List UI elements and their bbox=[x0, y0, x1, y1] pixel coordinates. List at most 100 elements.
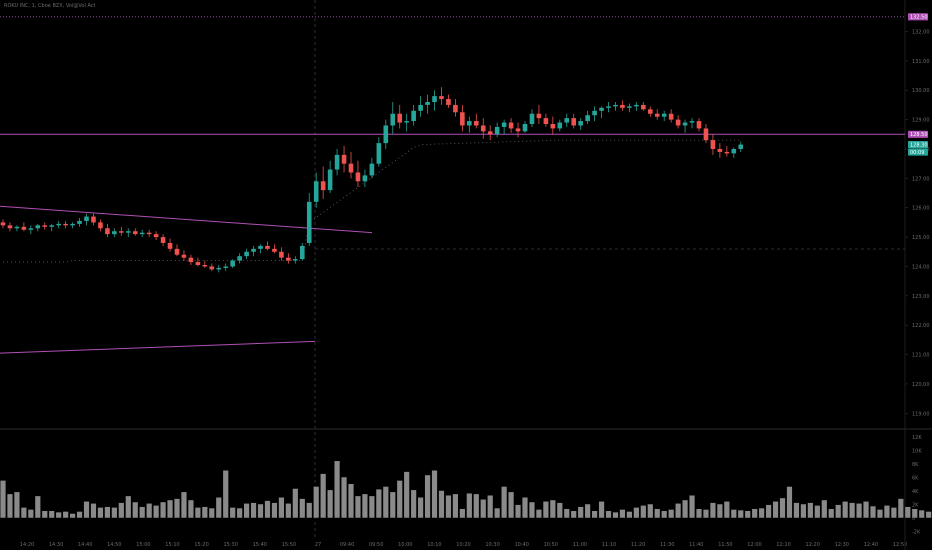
candle bbox=[654, 109, 660, 120]
volume-tick-label: 8K bbox=[912, 462, 919, 468]
volume-bar bbox=[271, 502, 278, 518]
volume-tick-label: -2K bbox=[912, 529, 921, 535]
candle bbox=[84, 213, 89, 226]
volume-bar bbox=[703, 509, 709, 518]
time-tick-label: 12:00 bbox=[747, 542, 761, 548]
volume-bar bbox=[56, 512, 62, 518]
candle bbox=[557, 119, 563, 132]
volume-bar bbox=[508, 492, 514, 518]
time-tick-label: 10:50 bbox=[544, 542, 558, 548]
volume-bar bbox=[557, 502, 563, 518]
candle-body bbox=[717, 148, 723, 152]
candle-body bbox=[174, 248, 180, 255]
chart-title: ROKU INC, 1, Cboe BZX, Vol@Vol Act bbox=[4, 3, 96, 9]
candle-body bbox=[696, 121, 702, 129]
candle bbox=[21, 222, 27, 232]
candle-body bbox=[397, 113, 403, 123]
trend-line-upper bbox=[0, 205, 373, 234]
candle-body bbox=[237, 256, 242, 261]
volume-bar bbox=[766, 504, 772, 518]
candle bbox=[641, 101, 646, 111]
volume-bar bbox=[501, 486, 507, 518]
time-tick-label: 12:20 bbox=[805, 542, 819, 548]
candle-body bbox=[376, 143, 382, 164]
candle bbox=[341, 146, 347, 173]
volume-bar bbox=[891, 507, 897, 518]
volume-bar bbox=[585, 504, 591, 518]
candle bbox=[299, 242, 305, 261]
candle-body bbox=[453, 104, 458, 113]
time-tick-label: 15:00 bbox=[136, 542, 150, 548]
price-tick-label: 125.00 bbox=[912, 235, 930, 241]
candle-body bbox=[369, 163, 375, 176]
volume-bar bbox=[884, 505, 890, 518]
candle bbox=[63, 220, 68, 229]
volume-bar bbox=[445, 495, 452, 518]
candle-body bbox=[362, 175, 368, 182]
price-badge-bg bbox=[908, 13, 928, 21]
volume-bar bbox=[313, 486, 319, 518]
volume-bar bbox=[856, 503, 862, 518]
candle-body bbox=[557, 122, 563, 129]
volume-bar bbox=[285, 503, 291, 518]
candle-body bbox=[522, 124, 528, 132]
time-tick-label: 11:20 bbox=[631, 542, 645, 548]
candle-body bbox=[675, 119, 681, 126]
volume-bar bbox=[592, 511, 598, 518]
price-badge: 00:09 bbox=[908, 148, 928, 156]
volume-bar bbox=[877, 509, 883, 518]
candle-body bbox=[139, 232, 145, 235]
volume-bar bbox=[376, 489, 382, 518]
volume-bar bbox=[348, 484, 354, 518]
price-tick-label: 126.00 bbox=[912, 206, 930, 212]
volume-axis[interactable]: 12K 10K 8K 6K 4K 2K 0 -2K bbox=[912, 435, 922, 536]
volume-bar bbox=[383, 486, 389, 518]
volume-bar bbox=[745, 511, 751, 518]
candle-body bbox=[703, 128, 709, 141]
candle-body bbox=[620, 104, 625, 108]
candle bbox=[536, 104, 542, 125]
volume-bar bbox=[424, 475, 431, 518]
volume-bar bbox=[49, 511, 55, 518]
candle bbox=[77, 218, 82, 227]
candle-body bbox=[56, 223, 61, 226]
candle bbox=[606, 101, 611, 113]
candle-body bbox=[710, 140, 716, 149]
volume-bar bbox=[689, 495, 695, 518]
candle bbox=[613, 101, 618, 111]
candle bbox=[327, 160, 333, 194]
volume-bar bbox=[675, 503, 681, 518]
time-tick-label: 11:00 bbox=[573, 542, 587, 548]
candle bbox=[432, 90, 437, 111]
price-badge: 128.30 bbox=[908, 140, 928, 148]
volume-bar bbox=[842, 501, 848, 518]
price-badge-bg bbox=[908, 130, 928, 138]
candle bbox=[125, 228, 131, 238]
volume-tick-label: 2K bbox=[912, 502, 919, 508]
volume-bar bbox=[160, 502, 166, 518]
volume-bar bbox=[487, 495, 493, 518]
candle bbox=[724, 146, 730, 157]
time-tick-label: 12:40 bbox=[864, 542, 878, 548]
time-axis[interactable]: 14:20 14:30 14:40 14:50 15:00 15:10 15:20 15:30… bbox=[20, 542, 907, 548]
candle bbox=[425, 94, 430, 114]
candle bbox=[682, 119, 688, 133]
candle bbox=[174, 244, 180, 257]
volume-bar bbox=[334, 461, 340, 518]
candle bbox=[251, 245, 256, 257]
candle bbox=[320, 166, 326, 199]
candle bbox=[265, 241, 270, 251]
candle bbox=[668, 109, 674, 123]
candle-body bbox=[341, 154, 347, 164]
candle bbox=[112, 228, 117, 238]
candle-body bbox=[355, 172, 361, 182]
volume-bar bbox=[905, 506, 911, 518]
price-axis[interactable]: 132.00131.00130.00129.00128.00127.00126.… bbox=[905, 29, 930, 417]
volume-bar bbox=[598, 501, 605, 518]
volume-bar bbox=[724, 501, 730, 518]
candle bbox=[216, 264, 222, 273]
volume-bar bbox=[63, 511, 69, 518]
price-badge-label: 132.50 bbox=[910, 15, 928, 21]
candle-body bbox=[515, 128, 521, 132]
